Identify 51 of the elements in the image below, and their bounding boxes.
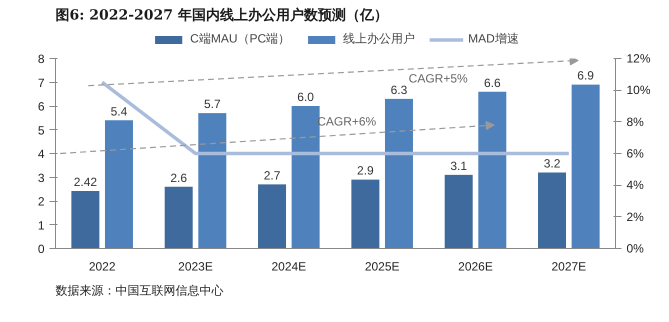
y2-tick-label: 4% <box>626 178 644 192</box>
data-label: 5.7 <box>204 97 221 112</box>
x-tick-label: 2023E <box>178 260 213 274</box>
bar <box>572 84 600 248</box>
bar <box>538 172 566 248</box>
data-label: 6.0 <box>297 90 314 104</box>
y-tick-label: 5 <box>38 123 45 138</box>
data-label: 6.3 <box>390 82 408 97</box>
y-tick-label: 4 <box>38 147 45 161</box>
y-tick-label: 3 <box>38 170 45 185</box>
bar <box>198 113 226 248</box>
y-tick-label: 1 <box>38 218 45 232</box>
data-label: 2.9 <box>357 164 374 178</box>
y2-tick-label: 0% <box>626 242 644 256</box>
legend-label: C端MAU（PC端） <box>190 30 290 48</box>
y-tick-label: 0 <box>38 242 45 256</box>
y2-tick-label: 6% <box>626 146 644 160</box>
data-label: 3.1 <box>450 158 468 173</box>
bar <box>71 191 100 248</box>
bar <box>164 186 193 248</box>
y-tick-label: 8 <box>38 52 45 66</box>
y2-tick-label: 12% <box>626 52 651 66</box>
bar <box>104 120 133 248</box>
data-label: 2.6 <box>170 170 188 185</box>
data-label: 2.42 <box>74 175 98 190</box>
x-tick-label: 2024E <box>271 260 306 274</box>
data-label: 2.7 <box>264 168 281 182</box>
bar <box>478 92 506 248</box>
data-label: 6.9 <box>577 68 594 83</box>
y2-tick-label: 2% <box>626 210 644 224</box>
data-label: 3.2 <box>544 156 561 170</box>
x-tick-label: 2025E <box>364 260 400 274</box>
bar <box>384 98 413 248</box>
annotation: CAGR+5% <box>408 72 468 86</box>
x-tick-label: 2022 <box>88 260 116 274</box>
y-tick-label: 6 <box>38 100 45 114</box>
data-label: 5.4 <box>110 104 128 118</box>
x-tick-label: 2027E <box>551 260 586 274</box>
x-tick-label: 2026E <box>458 260 493 274</box>
bar <box>351 180 380 248</box>
legend-label: 线上办公用户 <box>343 30 416 48</box>
bar <box>258 184 286 248</box>
data-label: 6.6 <box>484 76 501 90</box>
y2-tick-label: 10% <box>626 83 651 98</box>
chart-title: 图6: 2022-2027 年国内线上办公用户数预测（亿） <box>56 6 388 24</box>
y2-tick-label: 8% <box>626 114 644 129</box>
legend-label: MAD增速 <box>468 30 519 48</box>
bar <box>444 174 473 248</box>
y-tick-label: 7 <box>38 76 45 90</box>
y-tick-label: 2 <box>38 194 45 208</box>
source-note: 数据来源：中国互联网信息中心 <box>56 284 224 298</box>
